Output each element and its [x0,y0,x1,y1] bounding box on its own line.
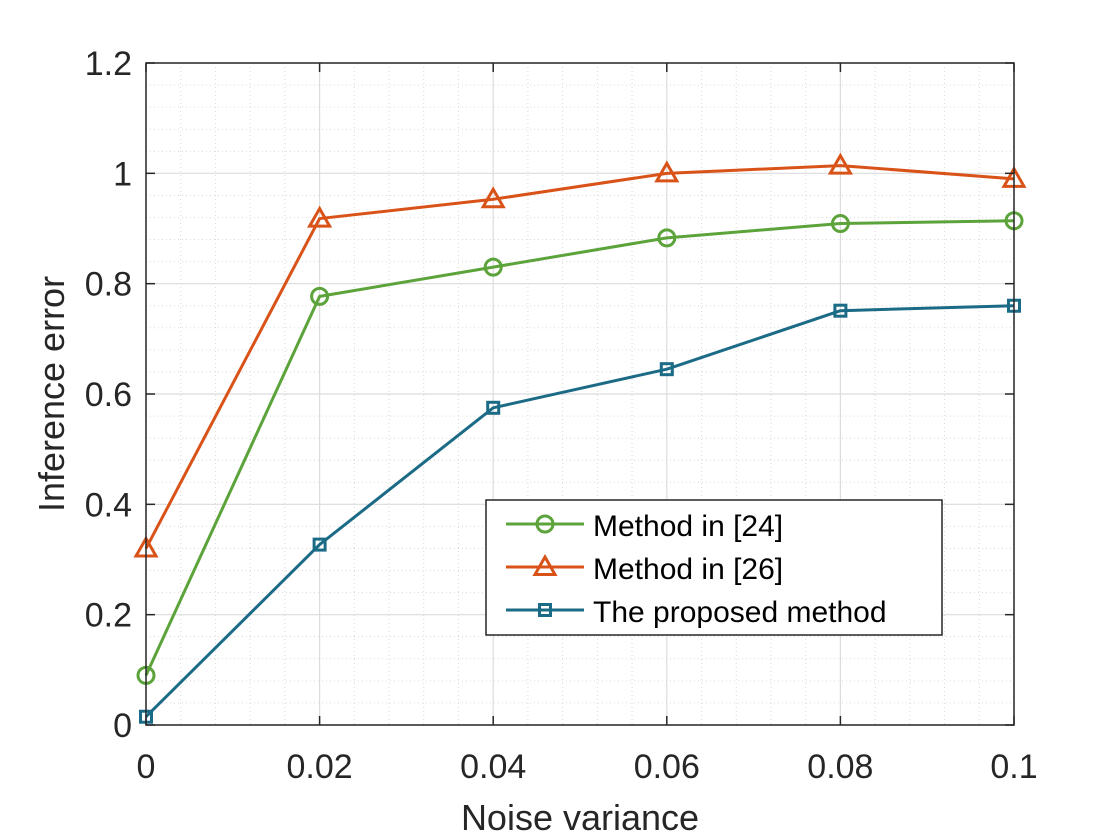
x-axis-label: Noise variance [461,797,699,838]
ticks [145,62,1015,726]
data-point-method-26 [827,152,853,175]
data-point-method-24 [483,257,503,277]
data-point-method-26 [480,186,506,209]
legend-label-method-24: Method in [24] [593,510,783,543]
legend-marker-proposed-method [538,603,552,617]
data-point-method-26 [307,205,333,228]
y-tick-label: 1 [113,155,132,193]
data-point-method-24 [310,286,330,306]
data-point-proposed-method [486,400,501,415]
data-point-proposed-method [833,303,848,318]
data-point-method-26 [654,160,680,183]
y-tick-label: 0.8 [85,266,132,304]
data-point-proposed-method [659,362,674,377]
y-axis-label: Inference error [31,276,72,512]
data-point-method-24 [657,228,677,248]
legend-label-method-26: Method in [26] [593,553,783,586]
y-tick-label: 1.2 [85,45,132,83]
series-line-method-26 [144,164,1015,550]
legend: Method in [24] Method in [26] The propos… [485,499,943,636]
series-layer [133,152,1027,724]
legend-marker-method-24 [535,514,555,534]
x-tick-label: 0.02 [287,748,353,786]
y-tick-label: 0.4 [85,486,132,524]
y-tick-label: 0 [113,707,132,745]
x-tick-label: 0.1 [990,748,1037,786]
minor-grid [146,63,1014,725]
legend-label-proposed-method: The proposed method [593,596,887,629]
legend-marker-method-26 [532,553,558,576]
x-tick-label: 0.08 [807,748,873,786]
series-method-26 [133,152,1027,558]
y-tick-label: 0.2 [85,597,132,635]
x-tick-label: 0.04 [460,748,526,786]
data-point-method-24 [830,214,850,234]
series-line-proposed-method [144,304,1015,718]
data-point-proposed-method [312,537,327,552]
series-line-method-24 [144,219,1015,676]
y-tick-label: 0.6 [85,376,132,414]
x-tick-label: 0 [137,748,156,786]
tick-labels: 0 0.02 0.04 0.06 0.08 0.1 0 0.2 0.4 0.6 0.8 1 1.2 [85,45,1038,786]
x-tick-label: 0.06 [634,748,700,786]
